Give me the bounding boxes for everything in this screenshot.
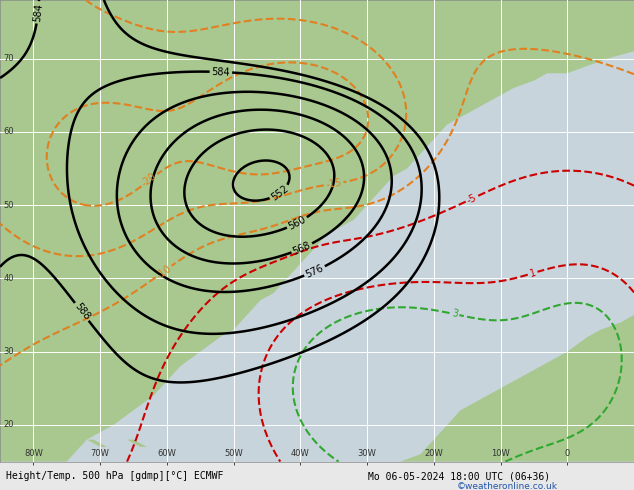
Text: 568: 568 [292,240,313,256]
Text: 20: 20 [3,420,14,429]
Text: 70W: 70W [91,449,110,458]
Text: 560: 560 [287,214,307,232]
Text: 70: 70 [3,54,14,63]
Text: 1: 1 [528,268,537,279]
Text: 60W: 60W [157,449,176,458]
Text: 0: 0 [565,449,570,458]
Text: 576: 576 [304,263,325,280]
Text: 10W: 10W [491,449,510,458]
Text: 552: 552 [269,183,290,202]
Polygon shape [127,440,147,447]
Polygon shape [34,403,53,417]
Text: Height/Temp. 500 hPa [gdmp][°C] ECMWF: Height/Temp. 500 hPa [gdmp][°C] ECMWF [6,471,224,481]
Text: 40: 40 [3,274,14,283]
Text: 3: 3 [450,309,458,319]
Text: 584: 584 [211,67,230,77]
Polygon shape [60,425,80,440]
Text: 20W: 20W [424,449,443,458]
Text: -20: -20 [140,172,158,189]
Text: ©weatheronline.co.uk: ©weatheronline.co.uk [456,482,557,490]
Text: 80W: 80W [24,449,43,458]
Text: 30: 30 [3,347,14,356]
Text: -15: -15 [325,177,342,190]
Polygon shape [401,0,634,462]
Text: 40W: 40W [291,449,309,458]
Polygon shape [0,0,634,462]
Text: 50: 50 [3,200,14,210]
Text: 60: 60 [3,127,14,136]
Text: -10: -10 [154,263,173,280]
Text: -5: -5 [465,192,479,205]
Text: 30W: 30W [358,449,377,458]
Text: 588: 588 [72,301,91,322]
Text: Mo 06-05-2024 18:00 UTC (06+36): Mo 06-05-2024 18:00 UTC (06+36) [368,471,550,481]
Text: 50W: 50W [224,449,243,458]
Polygon shape [87,440,107,447]
Text: 584: 584 [32,2,44,22]
